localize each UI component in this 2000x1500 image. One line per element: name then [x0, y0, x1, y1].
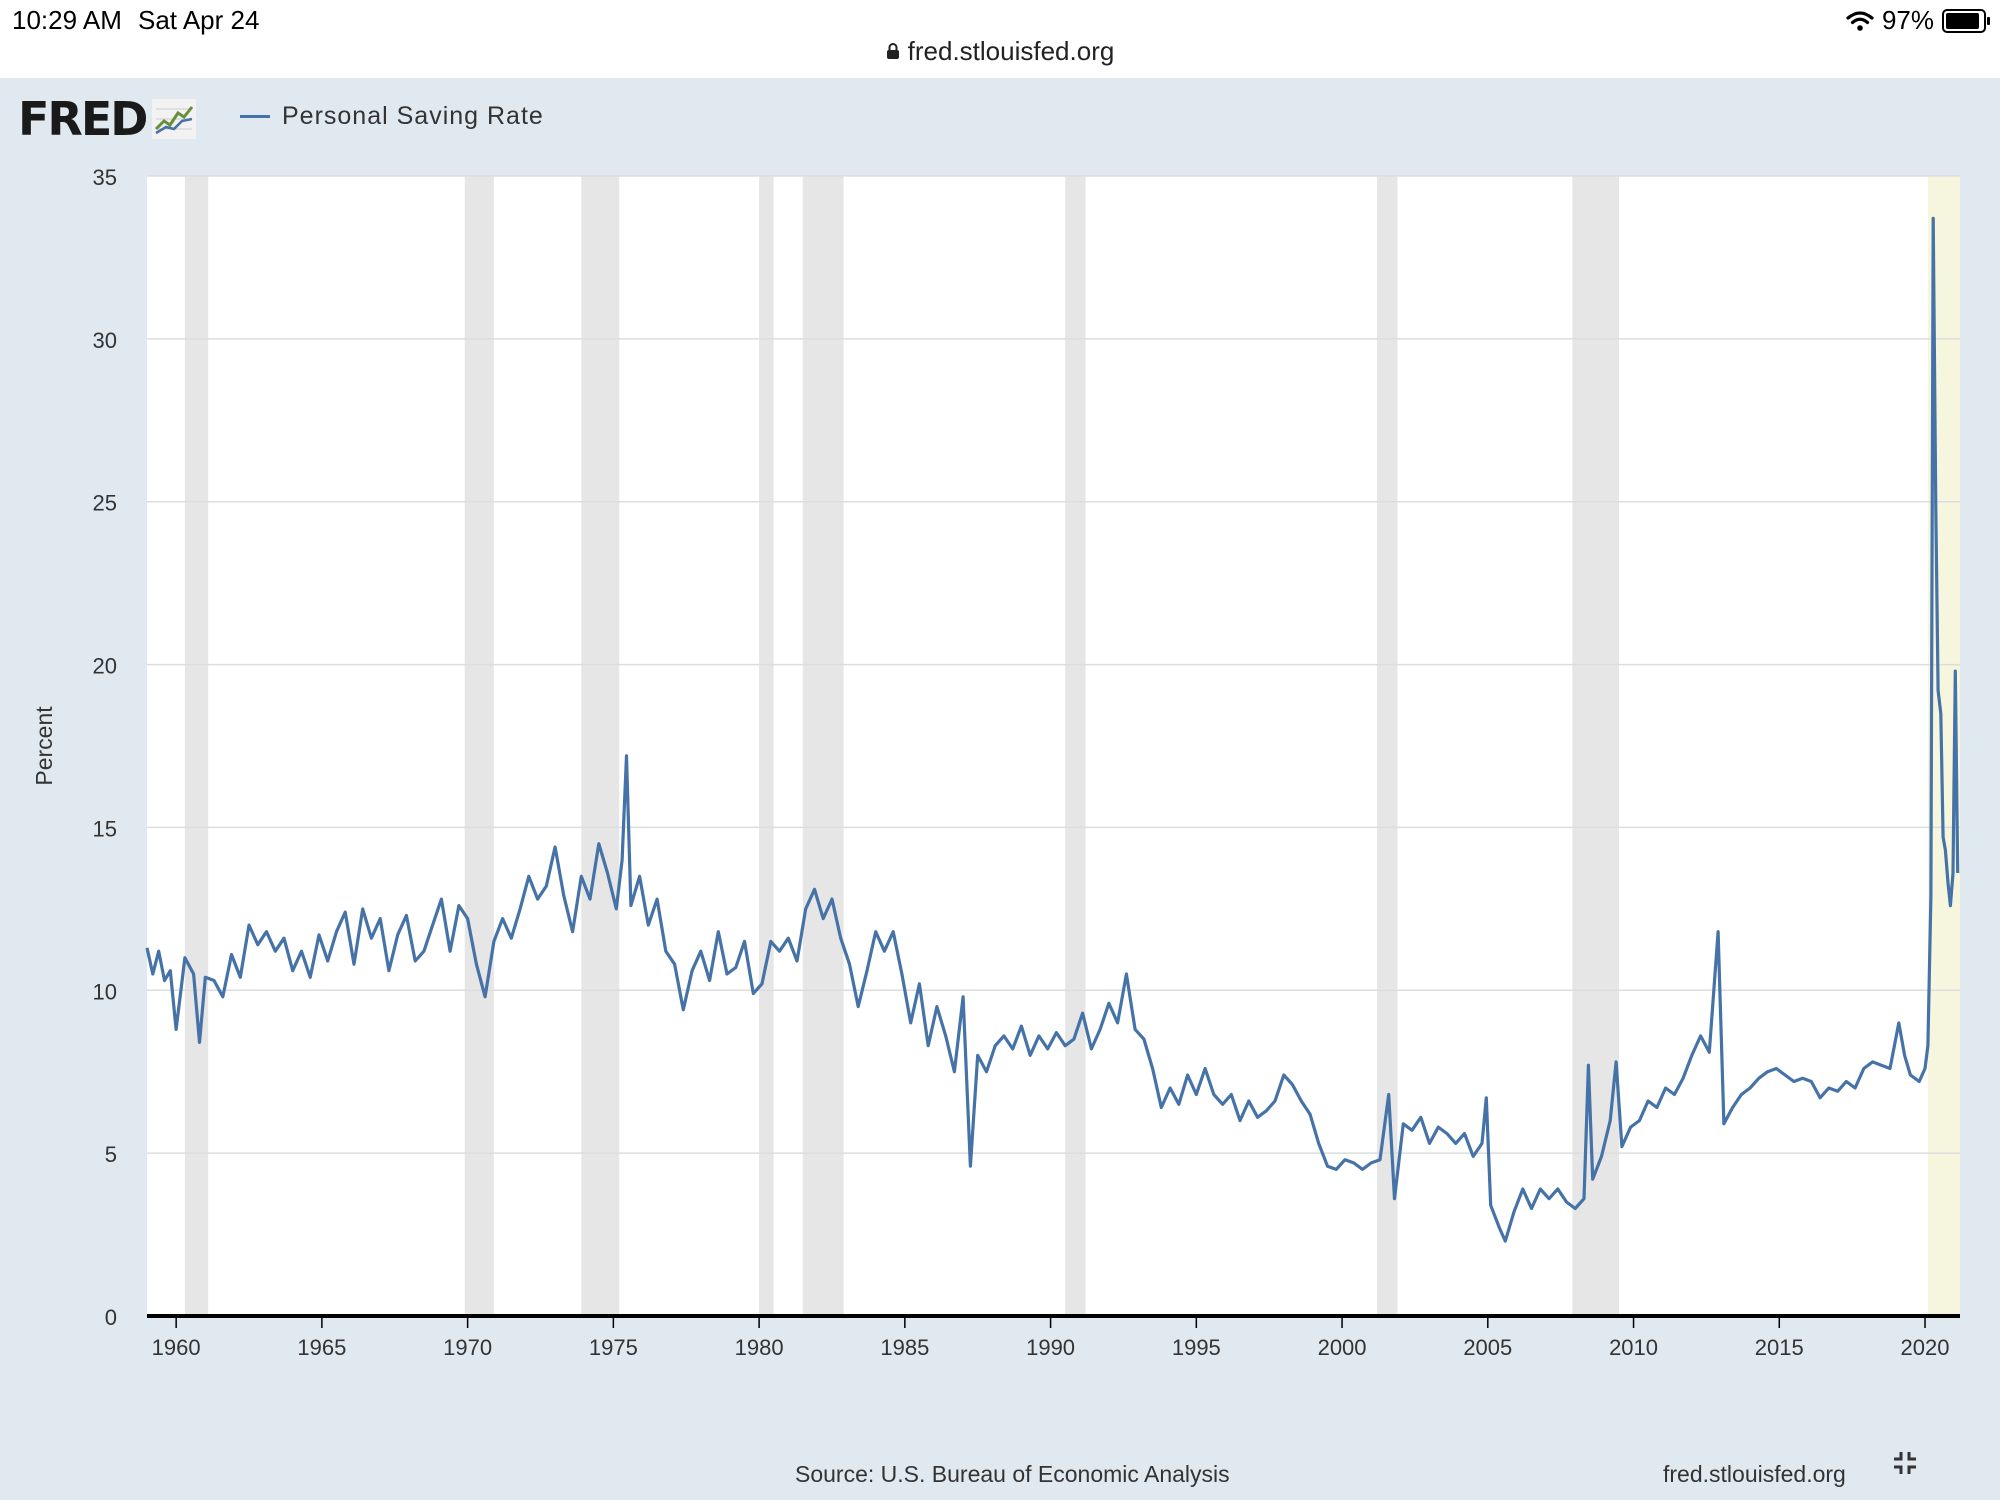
x-tick-label: 1980	[735, 1335, 784, 1360]
status-date: Sat Apr 24	[138, 5, 260, 35]
x-tick-label: 1970	[443, 1335, 492, 1360]
x-tick-label: 1995	[1172, 1335, 1221, 1360]
legend-swatch	[240, 115, 270, 118]
wifi-icon	[1846, 10, 1874, 31]
x-tick-label: 1965	[297, 1335, 346, 1360]
status-right: 97%	[1846, 5, 1990, 36]
logo-text: FRED	[18, 92, 148, 146]
recession-band	[802, 176, 844, 1316]
source-note: Source: U.S. Bureau of Economic Analysis	[795, 1461, 1230, 1487]
recession-band	[184, 176, 209, 1316]
address-bar[interactable]: fred.stlouisfed.org	[0, 36, 2000, 79]
recession-band	[1572, 176, 1619, 1316]
x-tick-label: 2015	[1755, 1335, 1804, 1360]
collapse-icon[interactable]	[1890, 1448, 1920, 1485]
x-tick-label: 1975	[589, 1335, 638, 1360]
fred-logo[interactable]: FRED	[18, 92, 197, 146]
legend-label: Personal Saving Rate	[282, 102, 544, 130]
lock-icon	[886, 43, 899, 59]
y-tick-label: 0	[105, 1305, 117, 1330]
y-tick-label: 15	[93, 816, 117, 841]
x-tick-label: 1985	[880, 1335, 929, 1360]
x-tick-label: 1990	[1026, 1335, 1075, 1360]
y-tick-label: 5	[105, 1142, 117, 1167]
recession-band	[1377, 176, 1398, 1316]
battery-icon	[1942, 8, 1990, 33]
x-tick-label: 2020	[1901, 1335, 1950, 1360]
y-tick-label: 20	[93, 654, 117, 679]
line-chart-icon	[152, 99, 197, 139]
recession-band	[1065, 176, 1086, 1316]
y-tick-label: 25	[93, 491, 117, 516]
y-tick-label: 10	[93, 979, 117, 1004]
x-tick-label: 2010	[1609, 1335, 1658, 1360]
recession-band	[759, 176, 774, 1316]
url-text[interactable]: fred.stlouisfed.org	[907, 36, 1115, 66]
footer-site[interactable]: fred.stlouisfed.org	[1663, 1461, 1846, 1487]
series-line-personal-saving-rate	[145, 216, 1960, 1243]
y-axis-label: Percent	[31, 706, 57, 786]
battery-percent: 97%	[1881, 5, 1934, 35]
x-tick-label: 2005	[1463, 1335, 1512, 1360]
status-bar: 10:29 AM Sat Apr 24 97%	[0, 0, 2000, 40]
plot-area	[147, 176, 1960, 1316]
x-tick-label: 1960	[152, 1335, 201, 1360]
chart-panel: FRED Personal Saving Rate 0 5 10 15 20 25 30 35…	[0, 78, 2000, 1500]
status-time: 10:29 AM	[12, 5, 122, 35]
recession-band	[464, 176, 494, 1316]
y-tick-label: 35	[93, 165, 117, 190]
x-tick-label: 2000	[1318, 1335, 1367, 1360]
legend[interactable]: Personal Saving Rate	[240, 102, 544, 131]
line-chart[interactable]: 0 5 10 15 20 25 30 35 Percent 1960 1965 1970 1975 198…	[0, 78, 2000, 1378]
recession-band	[581, 176, 620, 1316]
y-tick-label: 30	[93, 328, 117, 353]
